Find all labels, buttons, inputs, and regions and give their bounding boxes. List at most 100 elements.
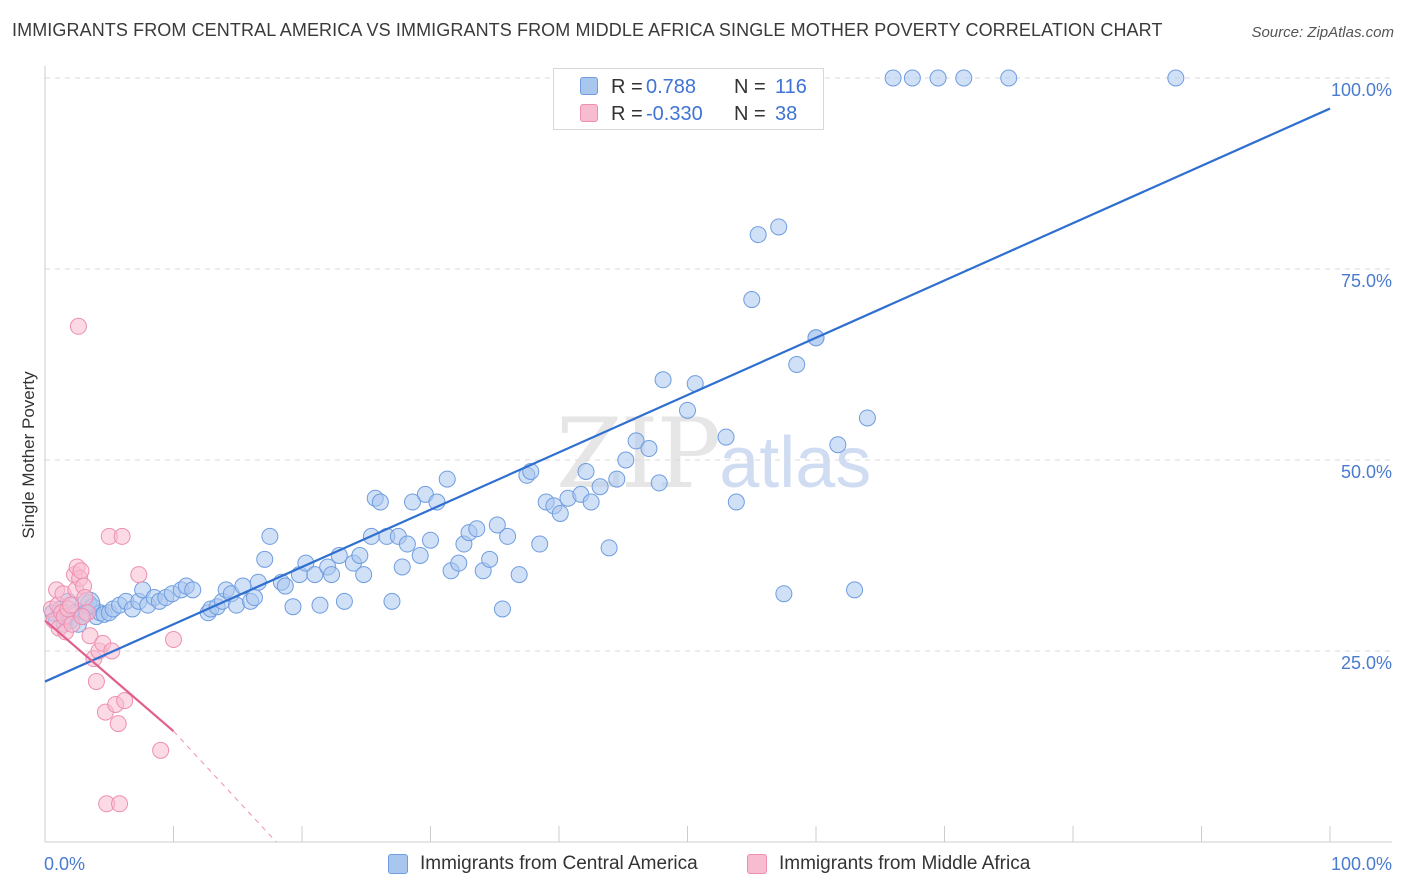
point-central-america <box>679 401 696 419</box>
point-central-america <box>468 520 486 538</box>
point-central-america <box>955 69 973 87</box>
point-middle-africa <box>113 527 131 545</box>
point-central-america <box>884 69 902 87</box>
point-central-america <box>306 566 324 584</box>
point-central-america <box>929 69 947 87</box>
legend-swatch-pink <box>747 854 767 874</box>
point-central-america <box>775 585 793 603</box>
point-central-america <box>422 531 439 549</box>
gridlines <box>45 77 1392 652</box>
point-central-america <box>245 589 263 607</box>
legend-row-central-america: R = 0.788 N = 116 <box>554 73 823 101</box>
legend-n-value: 116 <box>775 76 807 98</box>
y-tick-labels: 25.0% 50.0% 75.0% 100.0% <box>1331 80 1392 673</box>
legend-label: Immigrants from Middle Africa <box>779 853 1031 874</box>
y-tick-label: 50.0% <box>1341 462 1392 482</box>
legend-n-label: N = <box>734 76 766 98</box>
legend-r-label: R = <box>611 103 643 125</box>
point-central-america <box>743 291 761 309</box>
point-central-america <box>717 428 735 446</box>
point-central-america <box>488 516 506 534</box>
point-middle-africa <box>130 566 148 584</box>
point-middle-africa <box>69 317 87 335</box>
y-tick-label: 100.0% <box>1331 80 1392 100</box>
legend-swatch-blue <box>388 854 408 874</box>
point-central-america <box>411 547 429 564</box>
trend-lines <box>44 107 1331 843</box>
x-tick-labels: 0.0% 100.0% <box>44 854 1392 874</box>
point-central-america <box>727 493 745 511</box>
point-central-america <box>335 592 353 610</box>
point-central-america <box>627 432 645 450</box>
point-middle-africa <box>109 715 127 733</box>
y-tick-label: 75.0% <box>1341 271 1392 291</box>
legend-label: Immigrants from Central America <box>420 853 698 874</box>
point-central-america <box>493 600 511 618</box>
point-central-america <box>184 581 202 599</box>
point-central-america <box>600 539 618 557</box>
axes <box>44 66 1392 843</box>
legend-swatch-pink <box>580 104 598 122</box>
point-central-america <box>450 554 468 572</box>
watermark-atlas: atlas <box>719 423 872 503</box>
legend-r-value: 0.788 <box>646 76 697 98</box>
y-axis-label: Single Mother Poverty <box>19 371 38 539</box>
series-central-america-points <box>44 69 1185 633</box>
point-central-america <box>371 493 389 511</box>
point-central-america <box>256 550 274 568</box>
point-central-america <box>393 558 411 576</box>
point-central-america <box>355 566 373 584</box>
point-central-america <box>481 550 499 568</box>
point-middle-africa <box>111 795 129 813</box>
point-central-america <box>582 493 600 511</box>
point-central-america <box>640 440 658 458</box>
trend-line-middle-africa-extrapolated <box>173 730 277 843</box>
point-middle-africa <box>81 627 99 645</box>
point-central-america <box>650 474 668 492</box>
legend-n-value: 38 <box>775 103 798 125</box>
point-middle-africa <box>62 596 80 614</box>
point-central-america <box>383 592 401 610</box>
series-legend: Immigrants from Central America Immigran… <box>0 852 1406 880</box>
point-central-america <box>510 566 528 584</box>
point-central-america <box>858 409 876 427</box>
point-central-america <box>608 470 626 488</box>
x-tick-label: 100.0% <box>1331 854 1392 874</box>
correlation-legend: R = 0.788 N = 116 R = -0.330 N = 38 <box>553 68 824 130</box>
point-central-america <box>617 451 635 469</box>
source-credit: Source: ZipAtlas.com <box>1251 24 1394 41</box>
trend-line-middle-africa <box>44 619 175 733</box>
point-middle-africa <box>72 562 90 580</box>
point-middle-africa <box>87 673 105 691</box>
y-tick-label: 25.0% <box>1341 653 1392 673</box>
point-central-america <box>846 581 864 599</box>
point-central-america <box>591 478 609 496</box>
chart-title: IMMIGRANTS FROM CENTRAL AMERICA VS IMMIG… <box>12 20 1163 40</box>
legend-r-label: R = <box>611 76 643 98</box>
x-tick-label: 0.0% <box>44 854 85 874</box>
point-central-america <box>1167 69 1185 87</box>
point-central-america <box>261 527 279 545</box>
point-central-america <box>276 577 294 595</box>
point-central-america <box>654 371 672 389</box>
point-central-america <box>284 598 302 616</box>
legend-row-middle-africa: R = -0.330 N = 38 <box>554 100 823 128</box>
point-central-america <box>499 527 517 545</box>
point-central-america <box>903 69 921 87</box>
point-central-america <box>323 566 341 584</box>
point-central-america <box>577 462 595 480</box>
point-central-america <box>531 535 549 553</box>
point-central-america <box>749 226 767 244</box>
point-central-america <box>1000 69 1018 87</box>
point-middle-africa <box>165 631 182 649</box>
point-middle-africa <box>73 608 91 626</box>
series-middle-africa-points <box>42 317 182 813</box>
point-central-america <box>404 493 422 511</box>
trend-line-central-america <box>44 107 1331 683</box>
point-middle-africa <box>76 589 94 607</box>
point-central-america <box>788 356 806 373</box>
legend-n-label: N = <box>734 103 766 125</box>
point-middle-africa <box>116 692 134 710</box>
legend-r-value: -0.330 <box>646 103 703 125</box>
